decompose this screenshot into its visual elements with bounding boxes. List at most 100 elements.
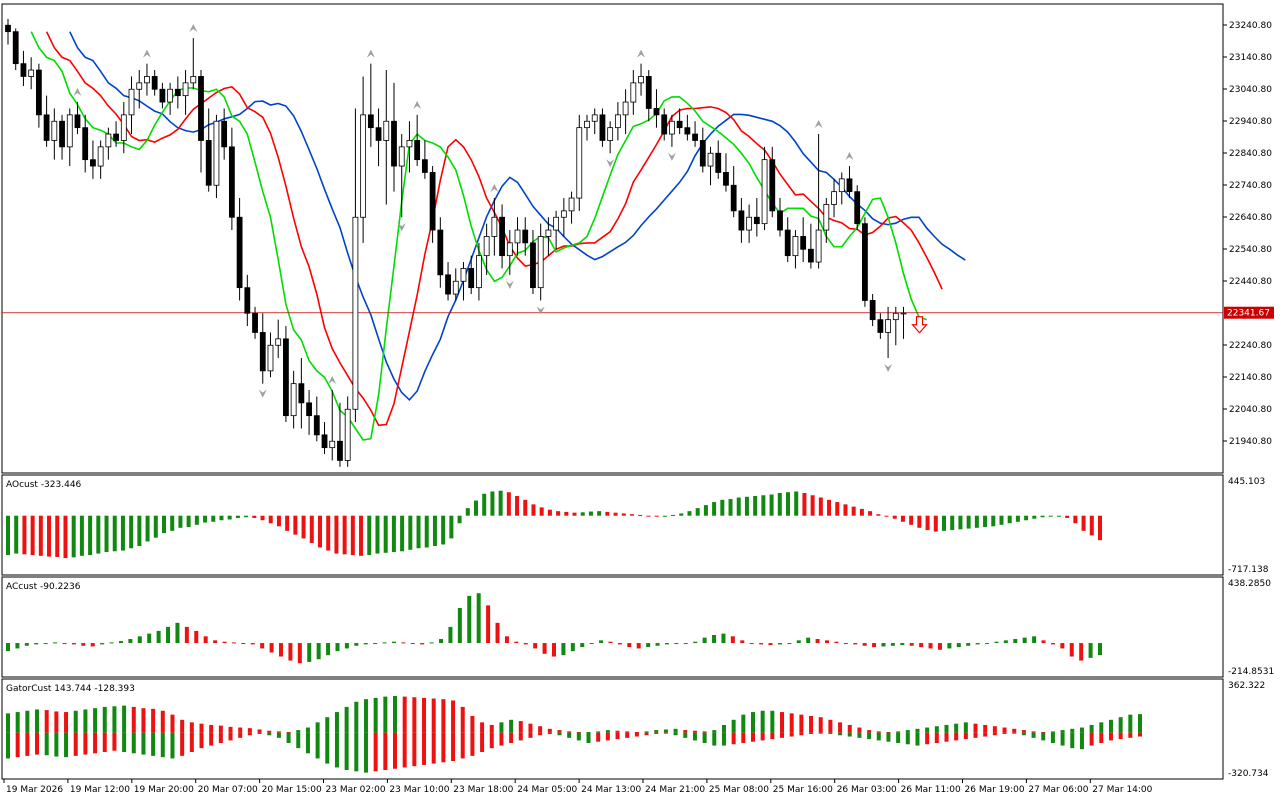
gator-lower-bar — [586, 732, 591, 743]
candle — [259, 313, 266, 384]
ac-histogram-bar — [1022, 637, 1027, 644]
ao-histogram-bar — [482, 493, 487, 516]
gator-lower-bar — [654, 732, 659, 734]
ac-histogram-bar — [62, 643, 67, 645]
gator-upper-bar — [509, 719, 514, 733]
gator-upper-bar — [605, 730, 610, 733]
gator-lower-bar — [296, 732, 301, 749]
ac-histogram-bar — [552, 643, 556, 657]
price-tick-label: 23140.80 — [1229, 53, 1272, 63]
ac-histogram-bar — [495, 622, 500, 644]
gator-lower-bar — [189, 732, 194, 753]
ac-histogram-bar — [128, 639, 133, 644]
candle — [174, 76, 181, 109]
candle — [591, 108, 598, 135]
ac-histogram-bar — [335, 643, 340, 652]
candle — [182, 70, 189, 115]
candle-body — [128, 88, 135, 116]
candle — [167, 82, 174, 115]
candle-body — [105, 133, 112, 148]
ac-histogram-bar — [1088, 643, 1093, 658]
candle-body — [807, 248, 814, 263]
ac-histogram-bar — [391, 641, 396, 644]
fractal-up-arrow — [142, 49, 151, 58]
time-tick-label: 19 Mar 2026 — [6, 785, 63, 795]
ao-histogram-bar — [367, 515, 372, 556]
candle — [221, 108, 228, 160]
main-panel-frame — [1, 3, 1224, 474]
gator-lower-bar — [1041, 732, 1046, 741]
ao-histogram-bar — [605, 511, 610, 516]
gator-upper-bar — [383, 696, 388, 733]
ac-histogram-bar — [34, 643, 39, 645]
candle-body — [375, 127, 382, 141]
ao-histogram-bar — [966, 515, 971, 529]
gator-upper-bar — [112, 706, 117, 733]
gator-upper-bar — [6, 713, 10, 733]
gator-upper-bar — [151, 708, 156, 733]
ac-indicator-panel[interactable] — [6, 593, 1102, 664]
ao-histogram-bar — [350, 515, 355, 556]
gator-lower-bar — [393, 732, 398, 769]
gator-upper-bar — [538, 726, 543, 733]
gator-upper-bar — [35, 709, 40, 733]
gator-upper-bar — [305, 727, 310, 733]
candle — [807, 223, 814, 269]
candle — [267, 332, 274, 378]
gator-upper-bar — [180, 719, 185, 733]
main-price-panel[interactable] — [2, 18, 1223, 467]
price-tick-label: 22440.80 — [1229, 277, 1272, 287]
gator-indicator-panel[interactable] — [6, 695, 1142, 773]
gator-lower-bar — [1070, 732, 1075, 749]
candle-body — [568, 197, 575, 212]
candle — [715, 140, 722, 179]
gator-lower-bar — [1031, 732, 1036, 738]
gator-lower-bar — [160, 732, 165, 758]
ac-histogram-bar — [194, 630, 199, 644]
gator-upper-bar — [131, 706, 136, 733]
candle — [831, 178, 837, 218]
gator-lower-bar — [1050, 732, 1055, 743]
ac-histogram-bar — [608, 641, 613, 644]
ac-histogram-bar — [617, 643, 622, 645]
ac-histogram-bar — [815, 639, 820, 644]
ao-histogram-bar — [14, 515, 19, 554]
candle-body — [630, 82, 637, 103]
ao-histogram-bar — [958, 515, 963, 530]
ao-histogram-bar — [441, 515, 446, 545]
ao-histogram-bar — [728, 499, 733, 516]
gator-upper-bar — [886, 732, 891, 734]
ao-indicator-panel[interactable] — [6, 490, 1102, 559]
gator-lower-bar — [847, 732, 852, 737]
ao-histogram-bar — [359, 515, 364, 556]
gator-upper-bar — [847, 724, 852, 733]
candle — [136, 70, 143, 109]
candle — [66, 108, 73, 167]
gator-upper-bar — [334, 712, 339, 733]
ao-histogram-bar — [318, 515, 322, 548]
candle-body — [576, 127, 583, 199]
ac-scale-top: 438.2850 — [1228, 579, 1271, 589]
candle — [28, 57, 35, 90]
ao-histogram-bar — [925, 515, 930, 531]
gator-lower-bar — [896, 732, 901, 743]
gator-lower-bar — [760, 732, 765, 741]
ao-histogram-bar — [621, 513, 626, 516]
ac-histogram-bar — [363, 643, 368, 645]
ao-histogram-bar — [432, 515, 437, 546]
ao-histogram-bar — [900, 515, 905, 522]
gator-upper-bar — [54, 711, 59, 733]
gator-lower-bar — [886, 732, 891, 742]
gator-lower-bar — [625, 732, 630, 738]
candle-body — [869, 300, 876, 321]
candle — [5, 18, 11, 45]
ao-histogram-bar — [211, 515, 216, 522]
ac-histogram-bar — [81, 643, 86, 646]
ac-histogram-bar — [1060, 643, 1065, 649]
time-tick-label: 27 Mar 14:00 — [1092, 785, 1152, 795]
gator-upper-bar — [1118, 717, 1123, 733]
candle-body — [669, 120, 675, 135]
ao-scale-top: 445.103 — [1228, 477, 1265, 487]
